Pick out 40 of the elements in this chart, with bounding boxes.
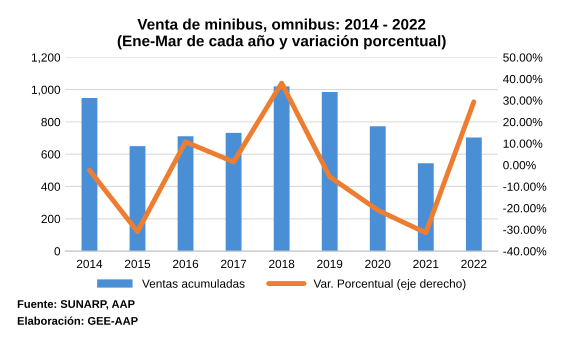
legend-label: Var. Porcentual (eje derecho) [314, 279, 466, 290]
x-tick-label: 2020 [365, 260, 390, 268]
y2-tick-label: -40.00% [503, 247, 546, 256]
y2-tick-label: -30.00% [503, 226, 546, 234]
bar [130, 146, 146, 252]
y2-tick-label: 50.00% [503, 53, 542, 62]
y-tick-label: 200 [41, 214, 60, 224]
x-tick-label: 2014 [76, 260, 102, 268]
y2-tick-label: 20.00% [503, 118, 542, 126]
x-tick-label: 2017 [221, 260, 246, 268]
x-tick-label: 2022 [461, 260, 486, 268]
bar [82, 98, 98, 252]
y2-tick-label: -10.00% [503, 182, 546, 191]
bar [370, 126, 386, 252]
bar [226, 132, 242, 252]
line-series [87, 80, 476, 236]
source-note: Fuente: SUNARP, AAP [18, 300, 135, 310]
legend-label: Ventas acumuladas [142, 279, 245, 288]
x-tick-label: 2015 [124, 260, 150, 268]
bar [322, 92, 338, 252]
y-tick-label: 600 [41, 150, 60, 159]
x-tick-label: 2016 [173, 260, 198, 268]
y-tick-label: 800 [41, 118, 60, 126]
chart-title: Venta de minibus, omnibus: 2014 - 2022 (Ene-Mar de cada año y variación porcentual) [118, 18, 446, 50]
y2-tick-label: -20.00% [503, 204, 546, 212]
x-tick-label: 2018 [269, 260, 294, 268]
y-tick-label: 0 [54, 247, 60, 256]
x-tick-label: 2021 [413, 260, 438, 268]
y-tick-label: 1,200 [32, 53, 60, 64]
text: Elaboración: GEE-AAP [18, 316, 138, 325]
y2-tick-label: 30.00% [503, 96, 542, 105]
y2-tick-label: 40.00% [503, 74, 542, 84]
y-tick-label: 1,000 [32, 86, 60, 96]
y2-tick-label: 0.00% [503, 160, 536, 170]
y-tick-label: 400 [41, 182, 60, 191]
bar [178, 136, 194, 252]
x-tick-label: 2019 [317, 260, 342, 268]
y2-tick-label: 10.00% [504, 139, 542, 148]
bar [274, 86, 290, 252]
bar [466, 138, 482, 252]
